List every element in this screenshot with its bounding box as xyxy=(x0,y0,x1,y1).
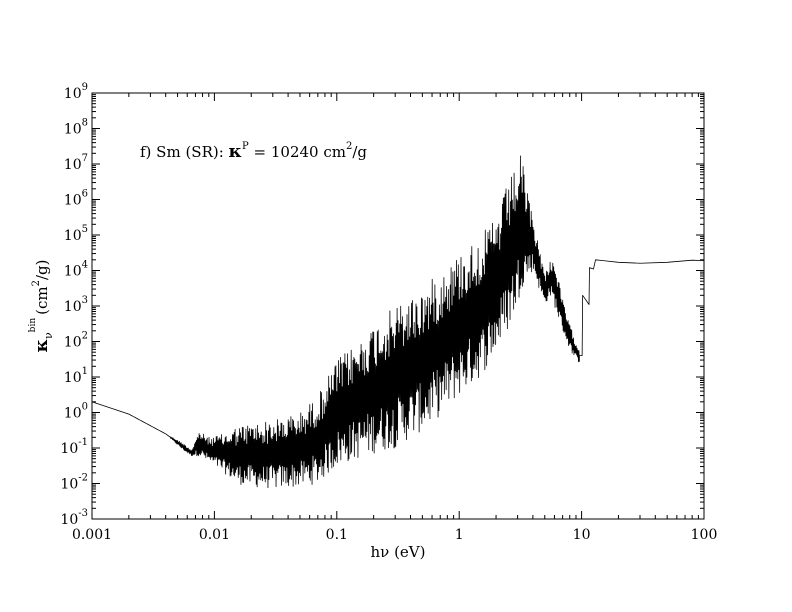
x-tick-label: 100 xyxy=(691,527,718,543)
x-tick-label: 0.01 xyxy=(199,527,230,543)
y-label-unit: (cm xyxy=(33,286,51,314)
y-tick-label: 10-2 xyxy=(60,473,88,493)
y-label-unit-tail: /g) xyxy=(33,260,51,281)
y-tick-label: 108 xyxy=(64,118,88,138)
x-tick-label: 0.001 xyxy=(72,527,112,543)
y-tick-label: 106 xyxy=(64,189,88,209)
y-label-unit-sup: 2 xyxy=(31,280,42,286)
y-tick-label: 103 xyxy=(64,295,88,315)
y-tick-label: 105 xyxy=(64,224,88,244)
y-label-kappa: κ xyxy=(31,339,52,353)
annotation-unit-tail: /g xyxy=(352,143,367,161)
y-tick-label: 104 xyxy=(64,260,88,280)
y-axis-label: κνbin (cm2/g) xyxy=(28,260,55,353)
x-tick-label: 0.1 xyxy=(326,527,348,543)
annotation-unit-sup: 2 xyxy=(346,141,352,152)
x-tick-label: 10 xyxy=(573,527,591,543)
y-tick-label: 100 xyxy=(64,402,88,422)
data-area xyxy=(91,155,705,489)
axes: 0.001 0.01 0.1 1 10 100 10-3 10-2 10-1 100 101 102 1… xyxy=(60,82,717,543)
y-tick-label: 101 xyxy=(64,366,88,386)
y-label-sup: bin xyxy=(28,318,38,333)
annotation-prefix: f) Sm (SR): xyxy=(140,143,229,161)
y-tick-label: 109 xyxy=(64,82,88,102)
opacity-series-line xyxy=(91,155,705,489)
x-tick-label: 1 xyxy=(455,527,464,543)
annotation-value: = 10240 cm xyxy=(249,143,346,161)
y-tick-label: 10-1 xyxy=(60,437,88,457)
chart-annotation: f) Sm (SR): κP = 10240 cm2/g xyxy=(140,141,367,162)
y-tick-label: 102 xyxy=(64,331,88,351)
annotation-kappa-sup: P xyxy=(242,141,249,152)
y-tick-label: 107 xyxy=(64,153,88,173)
x-axis-label: hν (eV) xyxy=(371,543,426,561)
y-tick-label: 10-3 xyxy=(60,508,88,528)
y-label-sub: ν xyxy=(42,332,55,339)
annotation-kappa: κ xyxy=(229,141,243,162)
